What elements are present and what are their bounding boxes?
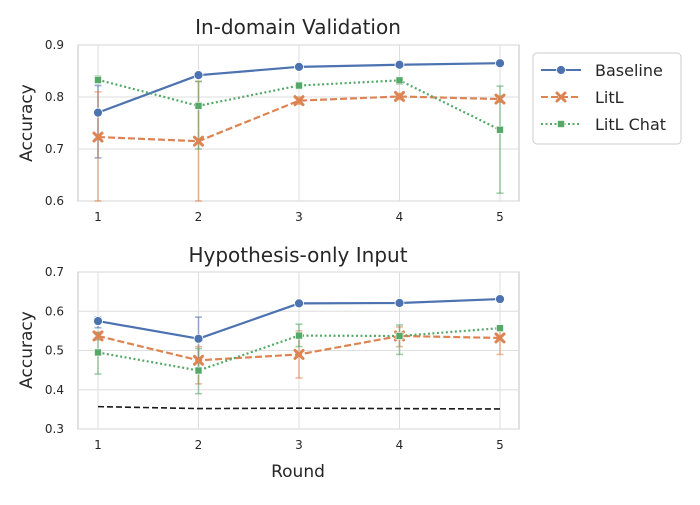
point-litl [193, 354, 204, 366]
x-tick-label: 5 [496, 438, 504, 452]
point-litl [293, 348, 305, 360]
panel-hypothesis-only: 1 2 3 4 5 0.3 0.4 0.5 0.6 0.7 Hypothesis-only Inp… [17, 243, 520, 482]
y-tick-label: 0.7 [45, 265, 64, 279]
x-axis-label: Round [271, 462, 325, 482]
point-litl-chat [496, 125, 504, 134]
x-tick-label: 5 [496, 210, 504, 224]
series-line-reference [97, 405, 501, 410]
point-baseline [193, 333, 204, 344]
point-litl-chat [194, 366, 203, 375]
series-markers-2 [92, 294, 506, 375]
point-baseline [93, 316, 103, 326]
x-tick-label: 1 [94, 210, 102, 224]
point-baseline [394, 59, 405, 70]
y-tick-label: 0.6 [45, 194, 64, 208]
point-litl-chat [295, 331, 303, 340]
legend-entry-litl-chat: LitL Chat [541, 115, 666, 134]
legend-marker-baseline [556, 65, 566, 75]
point-baseline [495, 58, 505, 69]
point-litl-chat [194, 102, 203, 110]
series-line-litl-chat [97, 78, 501, 131]
point-litl [494, 332, 506, 344]
legend-marker-litl [555, 91, 567, 103]
x-tick-label: 3 [295, 438, 303, 452]
point-baseline [294, 298, 304, 309]
series-line-litl [97, 95, 501, 143]
y-tick-label: 0.7 [45, 142, 64, 156]
chart-title-2: Hypothesis-only Input [188, 243, 407, 267]
point-baseline [495, 294, 505, 304]
y-tick-label: 0.4 [45, 383, 64, 397]
tick-labels-1: 1 2 3 4 5 0.6 0.7 0.8 0.9 [45, 38, 504, 224]
series-markers-1 [92, 58, 506, 147]
legend-label-litl: LitL [595, 88, 624, 107]
y-tick-label: 0.3 [45, 422, 64, 436]
point-litl [494, 93, 506, 105]
legend-marker-litl-chat [557, 120, 565, 128]
legend-entry-baseline: Baseline [541, 61, 663, 80]
point-litl [92, 131, 104, 143]
point-litl [193, 135, 204, 147]
y-tick-label: 0.8 [45, 90, 64, 104]
point-litl [92, 330, 104, 342]
y-tick-label: 0.6 [45, 304, 64, 318]
y-axis-label-1: Accuracy [17, 84, 37, 162]
point-litl-chat [395, 76, 404, 85]
tick-labels-2: 1 2 3 4 5 0.3 0.4 0.5 0.6 0.7 [45, 265, 504, 452]
point-litl [293, 95, 305, 107]
point-litl-chat [295, 81, 303, 90]
point-litl-chat [496, 324, 504, 332]
x-tick-label: 3 [295, 210, 303, 224]
point-baseline [93, 107, 103, 118]
point-baseline [394, 298, 405, 308]
point-litl-chat [94, 76, 102, 84]
point-litl-chat [395, 332, 404, 340]
legend: Baseline LitL LitL Chat [532, 52, 682, 145]
y-tick-label: 0.5 [45, 344, 64, 358]
x-tick-label: 4 [396, 210, 404, 224]
x-tick-label: 2 [195, 210, 203, 224]
x-tick-label: 1 [94, 438, 102, 452]
legend-entry-litl: LitL [541, 88, 624, 107]
panel-in-domain: 1 2 3 4 5 0.6 0.7 0.8 0.9 In-domain Validation A… [17, 15, 520, 224]
point-baseline [294, 61, 304, 72]
y-axis-label-2: Accuracy [17, 311, 37, 389]
legend-label-baseline: Baseline [595, 61, 663, 80]
chart-title-1: In-domain Validation [195, 15, 401, 39]
y-tick-label: 0.9 [45, 38, 64, 52]
x-tick-label: 4 [396, 438, 404, 452]
x-tick-label: 2 [195, 438, 203, 452]
point-litl-chat [94, 348, 102, 357]
legend-frame [532, 52, 682, 145]
point-litl [394, 90, 405, 102]
point-baseline [193, 70, 204, 81]
legend-label-litl-chat: LitL Chat [595, 115, 666, 134]
